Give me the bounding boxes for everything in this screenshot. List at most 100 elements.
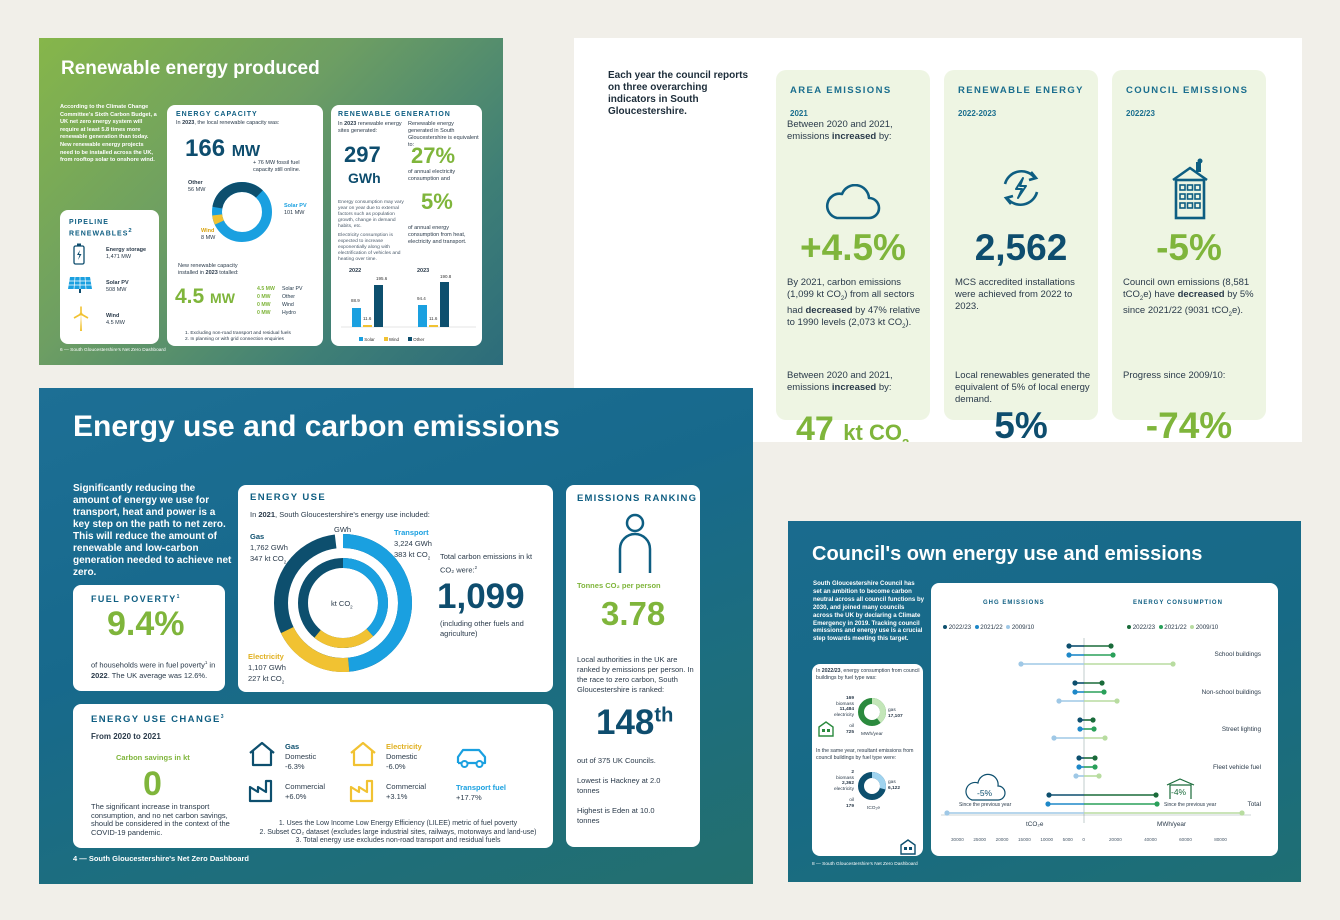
panel-title: Energy use and carbon emissions (73, 410, 560, 443)
house-icon (350, 741, 376, 767)
generation-bars: 88.9 195.6 11.6 94.4 190.8 11.6 (341, 275, 476, 328)
svg-text:195.6: 195.6 (376, 276, 388, 281)
energy-use-header: ENERGY USE (250, 492, 327, 503)
ghg-legend: 2022/23 2021/22 2009/10 (943, 624, 1034, 631)
renew-line2: Local renewables generated the equivalen… (955, 370, 1091, 405)
new-capacity-intro: New renewable capacity installed in 2023… (178, 263, 239, 276)
cloud-icon (825, 184, 881, 220)
year2: 2023 (417, 268, 430, 274)
capacity-intro: In 2023, the local renewable capacity wa… (176, 120, 280, 126)
right-badge-text: Since the previous year (1164, 802, 1217, 808)
pct2-text: of annual energy consumption from heat, … (408, 225, 467, 245)
generation-intro: In 2023 renewable energy sites generated… (338, 121, 402, 134)
box2-text: In the same year, resultant emissions fr… (816, 748, 914, 761)
bar-2023-solar (418, 305, 427, 327)
ghg-header: GHG EMISSIONS (983, 600, 1045, 606)
savings-label: Carbon savings in kt (116, 753, 190, 762)
area-year: 2021 (790, 109, 808, 118)
ec-header: ENERGY CONSUMPTION (1133, 600, 1223, 606)
battery-icon (73, 243, 85, 265)
equiv-text: Renewable energy generated in South Glou… (408, 121, 479, 148)
ec-legend: 2022/23 2021/22 2009/10 (1127, 624, 1218, 631)
cap-solar: Solar PV 101 MW (284, 203, 307, 216)
box2-left-labels: 2 biomass 2,362 electricity oil 179 (834, 770, 854, 809)
renewable-cycle-icon (1003, 169, 1039, 207)
indicators-panel: Each year the council reports on three o… (574, 38, 1302, 442)
generation-legend: Solar Wind Other (359, 337, 424, 342)
pct1: 27% (411, 143, 456, 168)
left-unit: tCO₂e (1026, 821, 1044, 828)
emissions-ranking-card: EMISSIONS RANKING Tonnes CO₂ per person … (566, 485, 700, 847)
person-icon (618, 513, 652, 573)
renew-header: RENEWABLE ENERGY (958, 85, 1084, 96)
total-text: Total carbon emissions in kt CO₂ were:2 (440, 552, 533, 575)
council-header: COUNCIL EMISSIONS (1126, 85, 1249, 96)
building-icon (900, 839, 916, 855)
cap-other: Other 56 MW (188, 180, 206, 193)
fuel-poverty-card: FUEL POVERTY1 9.4% of households were in… (73, 585, 225, 691)
change-footnotes: 1. Uses the Low Income Low Energy Effici… (259, 820, 537, 844)
panel-title: Renewable energy produced (61, 58, 320, 79)
building-icon (1166, 778, 1195, 799)
rank-lowest: Lowest is Hackney at 2.0 tonnes (577, 776, 661, 795)
area-big-value-2: 47 kt CO2 (796, 410, 909, 442)
page-footer: 6 — South Gloucestershire's Net Zero Das… (60, 348, 166, 353)
rank-value: 148th (596, 703, 674, 742)
solar-panel-icon (68, 276, 92, 293)
box2-unit: tCO₂e (867, 806, 881, 811)
elec-domestic: Electricity Domestic -6.0% (386, 742, 422, 771)
energy-use-donut (274, 534, 412, 672)
energy-use-card: ENERGY USE In 2021, South Gloucestershir… (238, 485, 553, 692)
savings-desc: The significant increase in transport co… (91, 802, 230, 837)
box1-unit: MWh/year (861, 732, 883, 737)
renew-desc: MCS accredited installations were achiev… (955, 277, 1075, 312)
energy-capacity-card: ENERGY CAPACITY In 2023, the local renew… (167, 105, 323, 346)
new-breakdown: 4.5 MW Solar PV 0 MW Other 0 MW Wind 0 MW Hy… (257, 286, 303, 316)
area-big-value: +4.5% (800, 227, 906, 268)
generation-value: 297 (344, 142, 381, 167)
left-badge: -5% (977, 788, 993, 798)
pipeline-wind: Wind 4.5 MW (106, 313, 125, 326)
cap-wind: Wind 8 MW (201, 228, 216, 241)
box1-text: In 2022/23, energy consumption from coun… (816, 668, 920, 681)
total-value: 1,099 (437, 577, 525, 616)
axis-right: 20000 40000 60000 80000 (1109, 837, 1227, 842)
box1-right-labels: gas 17,107 (888, 708, 903, 719)
svg-text:190.8: 190.8 (440, 275, 452, 279)
council-big-value: -5% (1156, 227, 1222, 268)
box1-left-labels: 169 biomass 11,484 electricity oil 725 (834, 696, 854, 735)
bar-2022-solar (352, 308, 361, 327)
rank-highest: Highest is Eden at 10.0 tonnes (577, 806, 655, 825)
cat-nonschool: Non-school buildings (1201, 689, 1261, 696)
page-footer: 8 — South Gloucestershire's Net Zero Das… (812, 862, 918, 867)
car-icon (456, 748, 487, 768)
p1-footnotes: 1. Excluding non-road transport and resi… (185, 331, 291, 342)
left-badge-text: Since the previous year (959, 802, 1012, 808)
bar-2023-wind (429, 325, 438, 327)
cat-school: School buildings (1214, 651, 1261, 658)
cat-total: Total (1247, 801, 1262, 808)
rank-out-of: out of 375 UK Councils. (577, 756, 656, 765)
capacity-value: 166 MW (185, 135, 261, 162)
council-chart-card: GHG EMISSIONS ENERGY CONSUMPTION 2022/23… (931, 583, 1278, 856)
bar-2022-wind (363, 325, 372, 327)
svg-text:11.6: 11.6 (363, 316, 372, 321)
indicators-intro: Each year the council reports on three o… (608, 70, 749, 117)
factory-icon (248, 779, 273, 803)
council-emissions-column: COUNCIL EMISSIONS 2022/23 -5% Council ow… (1112, 70, 1266, 442)
pct1-text: of annual electricity consumption and (408, 169, 456, 182)
gwh-label: GWh (334, 525, 352, 534)
fuel-poverty-value: 9.4% (107, 605, 185, 643)
bar-2023-other (440, 282, 449, 327)
note2: Electricity consumption is expected to i… (338, 233, 401, 262)
year1: 2022 (349, 268, 362, 274)
pipeline-storage: Energy storage 1,471 MW (106, 247, 147, 260)
area-line2: Between 2020 and 2021, emissions increas… (787, 370, 893, 393)
area-line1: Between 2020 and 2021, emissions increas… (787, 119, 893, 142)
renew-big-value: 2,562 (974, 227, 1068, 268)
generation-header: RENEWABLE GENERATION (338, 111, 451, 118)
gas-label: Gas 1,762 GWh 347 kt CO2 (250, 532, 288, 565)
right-badge: -4% (1171, 787, 1187, 797)
fossil-note: + 76 MW fossil fuel capacity still onlin… (253, 160, 301, 173)
box2-right-labels: gas 6,122 (888, 780, 901, 791)
